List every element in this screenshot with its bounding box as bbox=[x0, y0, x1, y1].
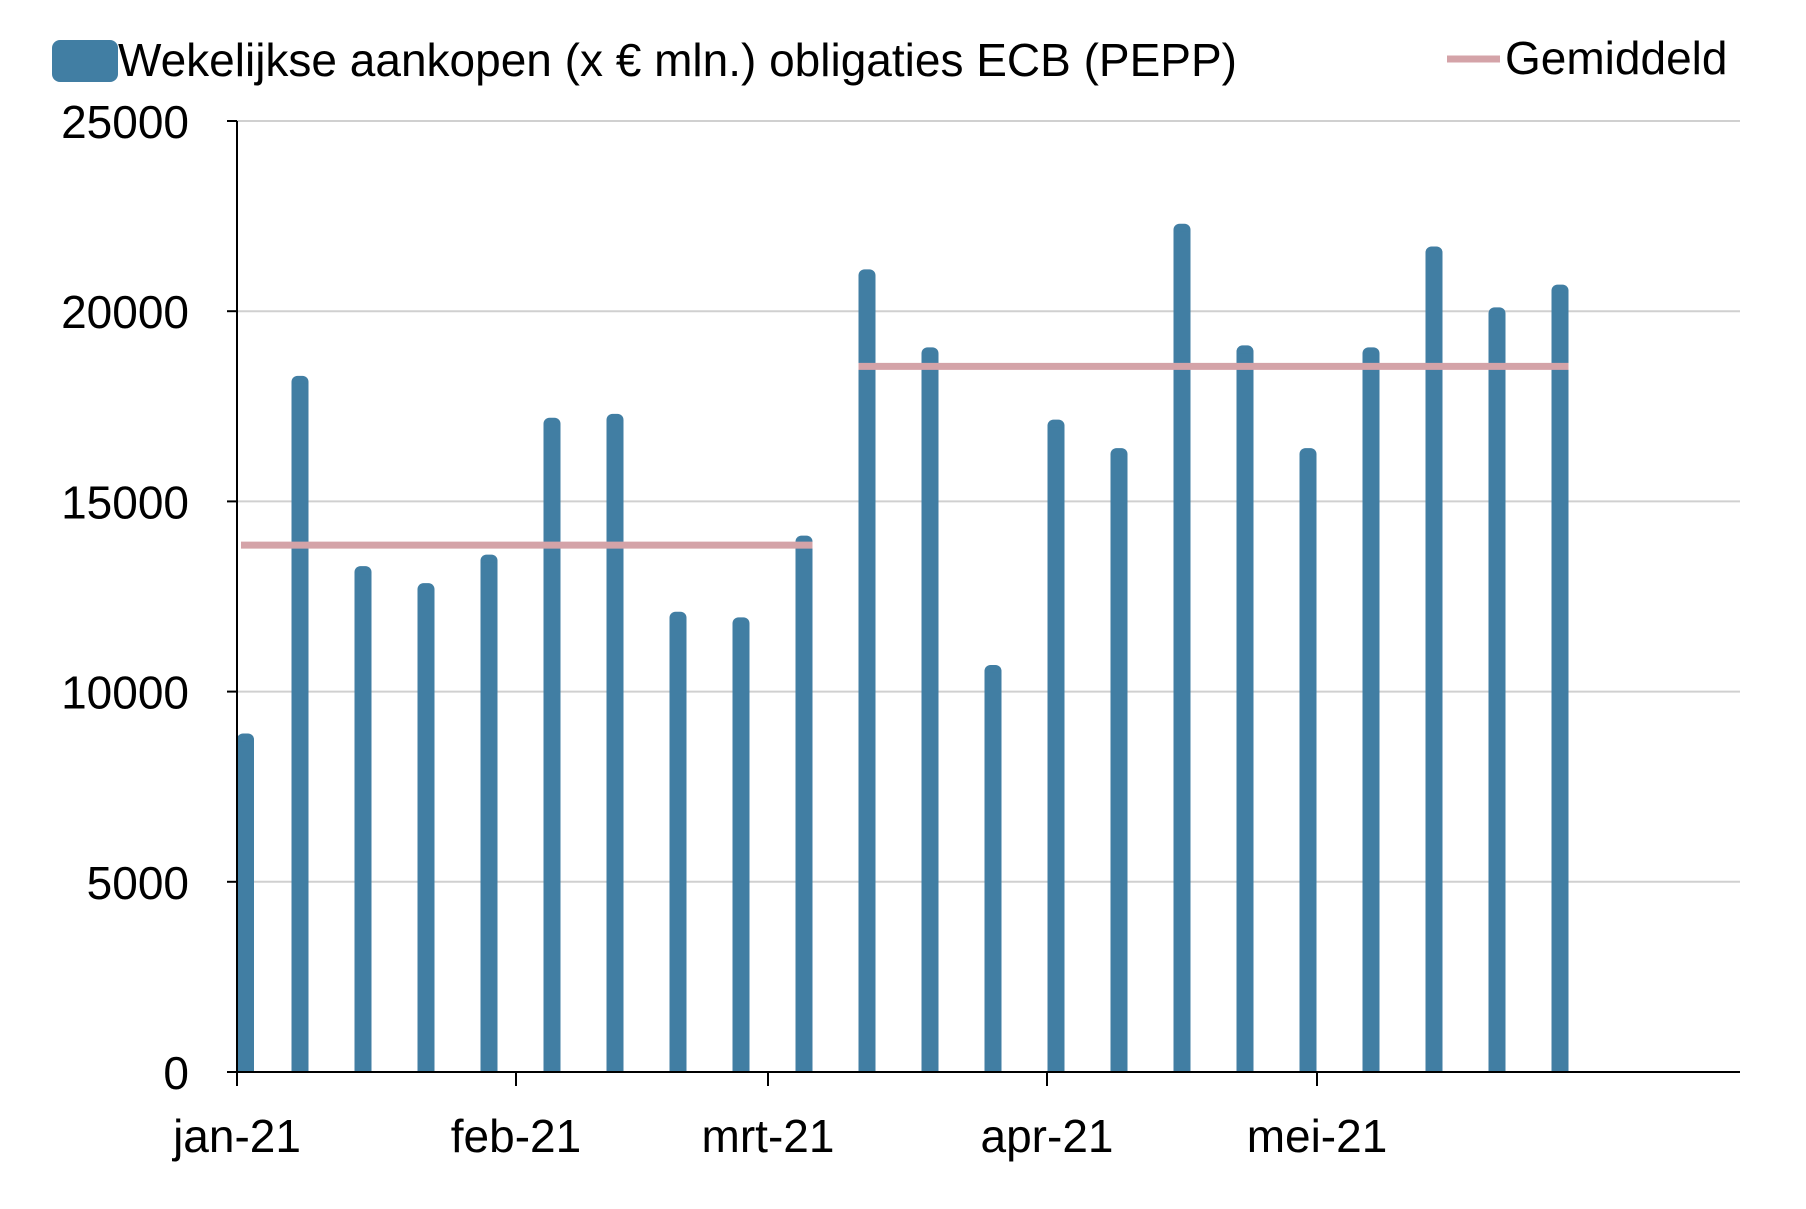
axes bbox=[227, 120, 1740, 1086]
y-tick-label: 0 bbox=[163, 1047, 189, 1099]
average-series bbox=[241, 362, 1569, 549]
y-tick-label: 25000 bbox=[61, 96, 189, 148]
legend-label-bars: Wekelijkse aankopen (x € mln.) obligatie… bbox=[118, 34, 1237, 86]
bar-base bbox=[1488, 315, 1506, 1072]
x-tick-label: mei-21 bbox=[1247, 1110, 1388, 1162]
bar-series bbox=[237, 223, 1569, 1073]
bar-base bbox=[291, 383, 309, 1072]
x-tick-label: mrt-21 bbox=[702, 1110, 835, 1162]
bar-base bbox=[1299, 456, 1317, 1072]
bar-base bbox=[921, 355, 939, 1072]
bar-base bbox=[543, 425, 561, 1072]
x-tick-label: feb-21 bbox=[451, 1110, 581, 1162]
bar-base bbox=[354, 574, 372, 1072]
bar-base bbox=[1173, 231, 1191, 1072]
bar-base bbox=[984, 672, 1002, 1072]
y-axis-tick-labels: 0 5000 10000 15000 20000 25000 bbox=[61, 96, 189, 1099]
legend-swatch-bars bbox=[52, 40, 118, 82]
y-tick-label: 20000 bbox=[61, 286, 189, 338]
bar-base bbox=[795, 543, 813, 1072]
bar-base bbox=[1236, 353, 1254, 1072]
x-axis-tick-labels: jan-21 feb-21 mrt-21 apr-21 mei-21 bbox=[171, 1110, 1387, 1162]
bar-base bbox=[1110, 456, 1128, 1072]
x-tick-label: apr-21 bbox=[981, 1110, 1114, 1162]
bar-base bbox=[1047, 427, 1065, 1072]
bar-base bbox=[1551, 292, 1569, 1072]
bar-base bbox=[417, 591, 435, 1072]
legend: Wekelijkse aankopen (x € mln.) obligatie… bbox=[52, 32, 1727, 86]
y-tick-label: 5000 bbox=[87, 857, 189, 909]
bar-base bbox=[1425, 254, 1443, 1073]
bar-base bbox=[237, 741, 254, 1072]
y-tick-label: 15000 bbox=[61, 476, 189, 528]
bar-base bbox=[1362, 355, 1380, 1072]
bar-base bbox=[606, 421, 624, 1073]
legend-label-average: Gemiddeld bbox=[1505, 32, 1727, 84]
bar-base bbox=[480, 562, 498, 1072]
bar-base bbox=[669, 619, 687, 1072]
bar-base bbox=[732, 625, 750, 1072]
bar-base bbox=[858, 277, 876, 1073]
y-tick-label: 10000 bbox=[61, 667, 189, 719]
x-tick-label: jan-21 bbox=[171, 1110, 301, 1162]
